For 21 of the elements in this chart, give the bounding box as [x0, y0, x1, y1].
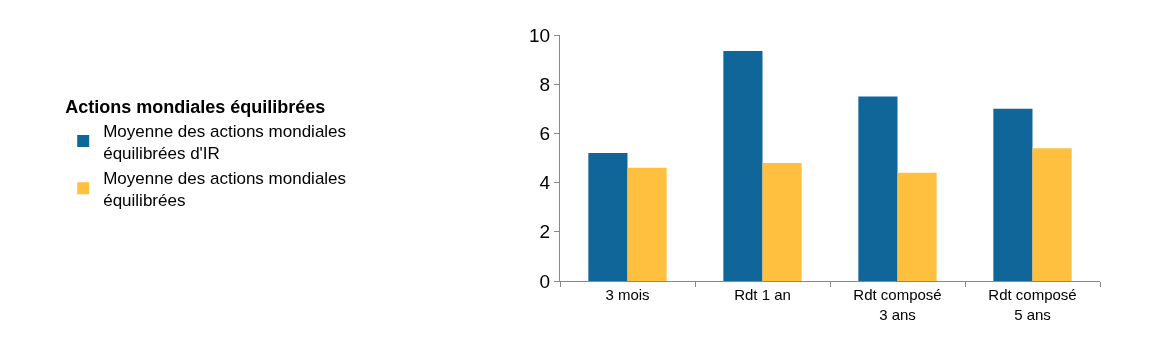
bar [588, 153, 628, 281]
x-tick-label: Rdt 1 an [734, 286, 791, 303]
bar [1032, 148, 1072, 281]
y-tick-label: 4 [539, 172, 551, 194]
bar [993, 108, 1033, 281]
legend-label: Moyenne des actions mondiales équilibrées d'IR [103, 121, 347, 163]
legend-title: Actions mondiales équilibrées [65, 96, 326, 117]
y-tick-label: 6 [539, 123, 551, 145]
x-tick-label: Rdt composé 3 ans [853, 286, 942, 323]
bar [762, 162, 802, 281]
y-tick-label: 0 [539, 270, 551, 292]
x-tick-label: Rdt composé 5 ans [988, 286, 1077, 323]
y-tick-label: 8 [539, 73, 551, 95]
y-tick-label: 10 [529, 24, 551, 46]
bar [897, 172, 937, 281]
y-tick-label: 2 [539, 221, 551, 243]
bar [627, 167, 667, 281]
bar [723, 50, 763, 281]
legend-label: Moyenne des actions mondiales équilibrées [103, 168, 347, 210]
bar [858, 96, 898, 281]
x-tick-label: 3 mois [605, 286, 650, 303]
